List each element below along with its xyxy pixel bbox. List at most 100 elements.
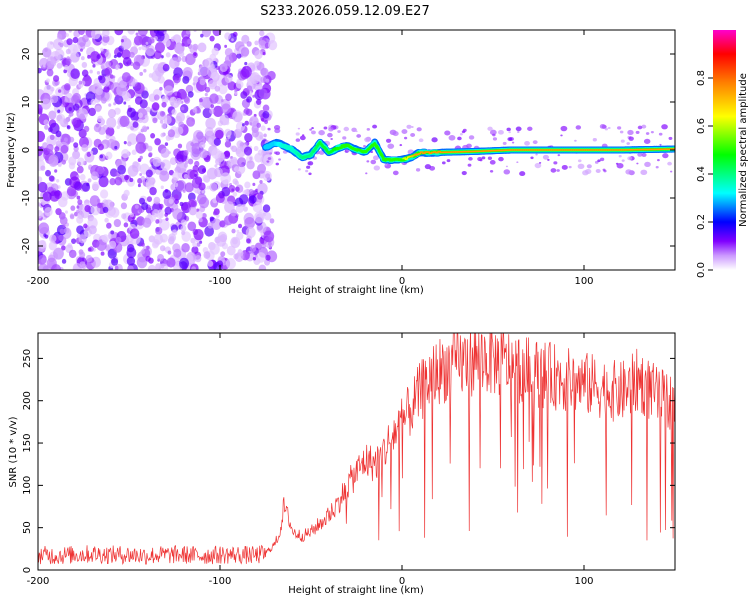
carrier-halo — [373, 155, 379, 161]
carrier-halo — [327, 132, 333, 138]
carrier-halo — [446, 159, 451, 163]
noise-speckle — [221, 66, 226, 70]
noise-speckle — [240, 47, 250, 57]
noise-speckle — [212, 30, 222, 37]
noise-speckle — [219, 220, 226, 228]
noise-speckle — [175, 56, 182, 63]
carrier-halo — [489, 129, 497, 136]
carrier-halo — [655, 165, 659, 169]
y-tick-label: 0 — [22, 567, 33, 573]
noise-speckle — [231, 228, 236, 234]
carrier-segment — [342, 144, 348, 148]
carrier-halo — [278, 158, 281, 161]
noise-speckle — [177, 143, 183, 149]
noise-speckle — [121, 49, 131, 60]
carrier-halo — [462, 128, 467, 132]
noise-speckle — [241, 123, 245, 127]
noise-speckle — [103, 85, 110, 93]
y-tick-label: 20 — [21, 48, 32, 61]
noise-speckle — [164, 142, 169, 146]
noise-speckle — [70, 205, 76, 211]
noise-speckle — [221, 186, 231, 197]
noise-speckle — [73, 44, 81, 53]
noise-speckle — [38, 108, 43, 115]
noise-speckle — [147, 264, 157, 270]
carrier-halo — [658, 132, 663, 136]
y-tick-label: -20 — [21, 238, 32, 254]
noise-speckle — [182, 76, 190, 84]
noise-speckle — [249, 244, 257, 252]
noise-speckle — [227, 135, 231, 139]
carrier-halo — [637, 152, 643, 157]
carrier-halo — [616, 162, 624, 169]
noise-speckle — [38, 239, 47, 249]
noise-speckle — [137, 183, 141, 188]
noise-speckle — [200, 33, 204, 38]
noise-speckle — [188, 206, 197, 216]
noise-speckle — [192, 82, 196, 86]
noise-speckle — [171, 109, 177, 115]
noise-speckle — [139, 71, 144, 76]
carrier-halo — [553, 161, 558, 165]
noise-speckle — [194, 173, 197, 177]
y-tick-label: -10 — [21, 190, 32, 206]
noise-speckle — [258, 40, 267, 49]
noise-speckle — [201, 212, 207, 219]
noise-speckle — [141, 44, 147, 51]
noise-speckle — [121, 72, 131, 83]
noise-speckle — [168, 198, 174, 204]
noise-speckle — [56, 113, 66, 124]
noise-speckle — [78, 30, 85, 35]
carrier-halo — [586, 164, 592, 169]
noise-speckle — [49, 134, 55, 140]
noise-speckle — [262, 110, 270, 119]
carrier-segment — [323, 145, 329, 152]
noise-speckle — [218, 84, 228, 95]
noise-speckle — [263, 133, 267, 138]
noise-speckle — [160, 132, 165, 138]
noise-speckle — [234, 180, 239, 186]
noise-speckle — [246, 41, 252, 47]
noise-speckle — [141, 90, 149, 99]
noise-speckle — [145, 177, 154, 186]
noise-speckle — [143, 68, 147, 73]
noise-speckle — [79, 113, 85, 120]
noise-speckle — [141, 242, 145, 247]
noise-speckle — [244, 120, 249, 126]
noise-speckle — [123, 189, 130, 197]
noise-speckle — [154, 41, 166, 54]
noise-speckle — [184, 182, 194, 193]
noise-speckle — [204, 92, 208, 97]
noise-speckle — [246, 160, 255, 170]
carrier-halo — [641, 124, 647, 129]
carrier-halo — [392, 170, 399, 176]
noise-speckle — [77, 199, 83, 205]
noise-speckle — [97, 143, 104, 151]
noise-speckle — [257, 193, 264, 200]
carrier-halo — [406, 124, 412, 129]
noise-speckle — [105, 83, 109, 87]
noise-speckle — [114, 145, 118, 150]
noise-speckle — [79, 261, 86, 268]
carrier-halo — [399, 144, 403, 147]
noise-speckle — [48, 241, 57, 251]
noise-speckle — [59, 228, 65, 235]
noise-speckle — [259, 180, 263, 184]
noise-speckle — [254, 40, 259, 46]
noise-speckle — [100, 47, 104, 52]
noise-speckle — [113, 218, 122, 228]
noise-speckle — [192, 107, 198, 113]
noise-speckle — [159, 86, 163, 91]
noise-speckle — [252, 94, 256, 98]
noise-speckle — [57, 162, 62, 168]
noise-speckle — [186, 116, 196, 127]
noise-speckle — [102, 35, 110, 43]
carrier-halo — [295, 132, 300, 136]
noise-speckle — [197, 165, 207, 175]
noise-speckle — [161, 101, 167, 108]
carrier-halo — [560, 125, 568, 132]
noise-speckle — [62, 224, 66, 228]
noise-speckle — [134, 82, 145, 95]
